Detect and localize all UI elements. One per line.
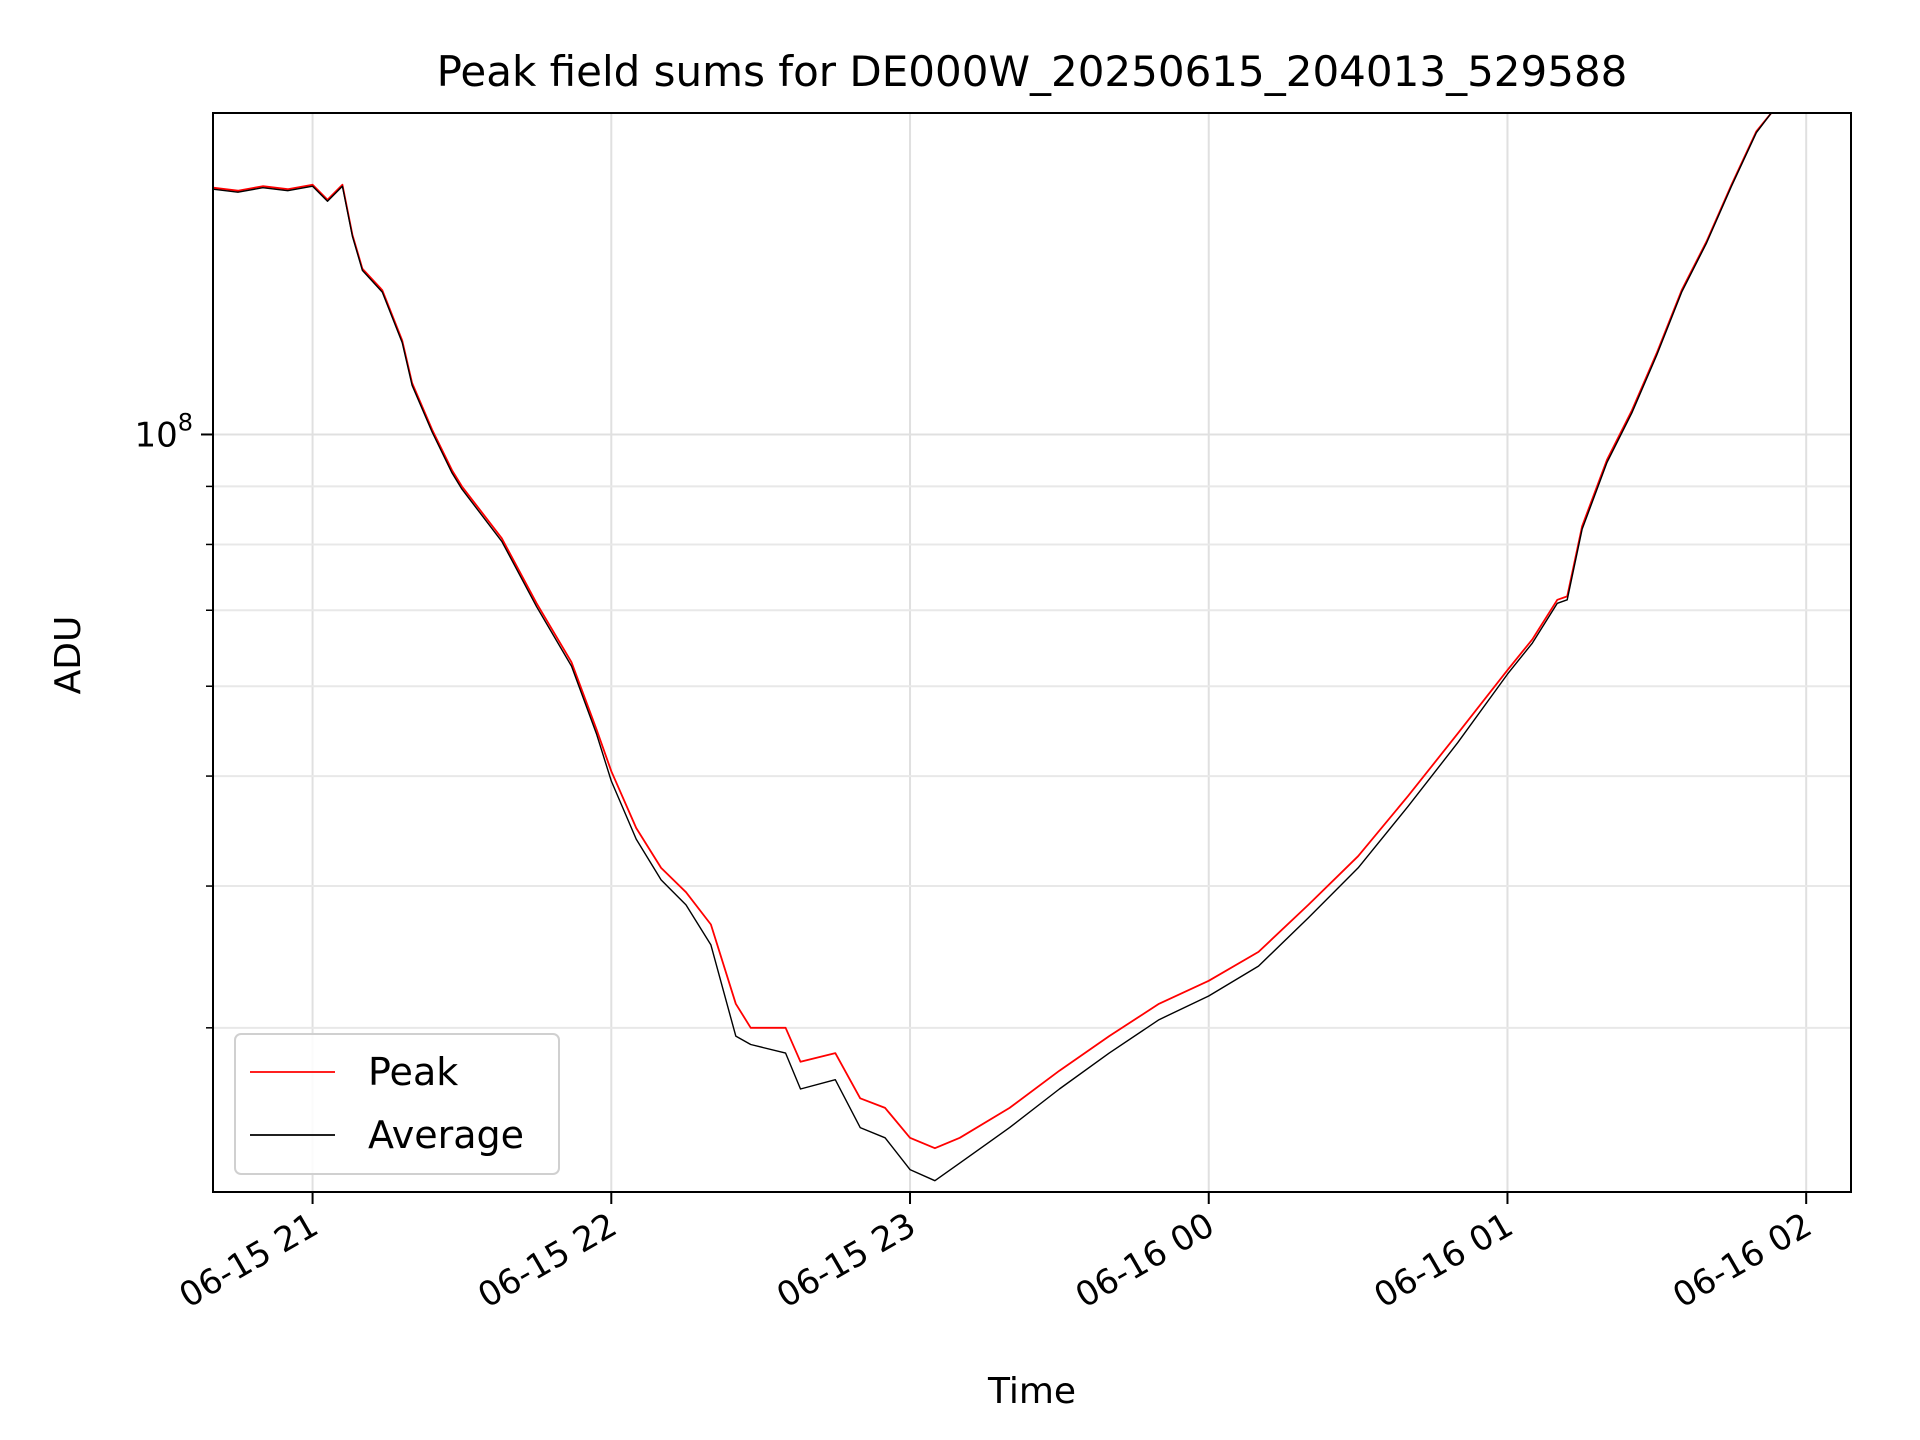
- y-tick-exponent: 8: [178, 408, 193, 436]
- series-line-average: [213, 113, 1792, 1182]
- legend-label-peak: Peak: [368, 1050, 458, 1094]
- legend-label-average: Average: [368, 1113, 524, 1157]
- y-axis-label: ADU: [48, 616, 89, 695]
- y-tick-label: 108: [134, 408, 193, 455]
- x-axis-label: Time: [987, 1371, 1076, 1412]
- y-tick-base: 10: [134, 415, 177, 455]
- legend-box: [234, 1033, 560, 1175]
- legend: Peak Average: [234, 1033, 560, 1175]
- y-axis: 108: [134, 408, 213, 1029]
- chart-title: Peak field sums for DE000W_20250615_2040…: [437, 47, 1628, 96]
- plot-frame: [212, 112, 1852, 1193]
- series-lines: [213, 113, 1792, 1182]
- grid: [213, 113, 1851, 1192]
